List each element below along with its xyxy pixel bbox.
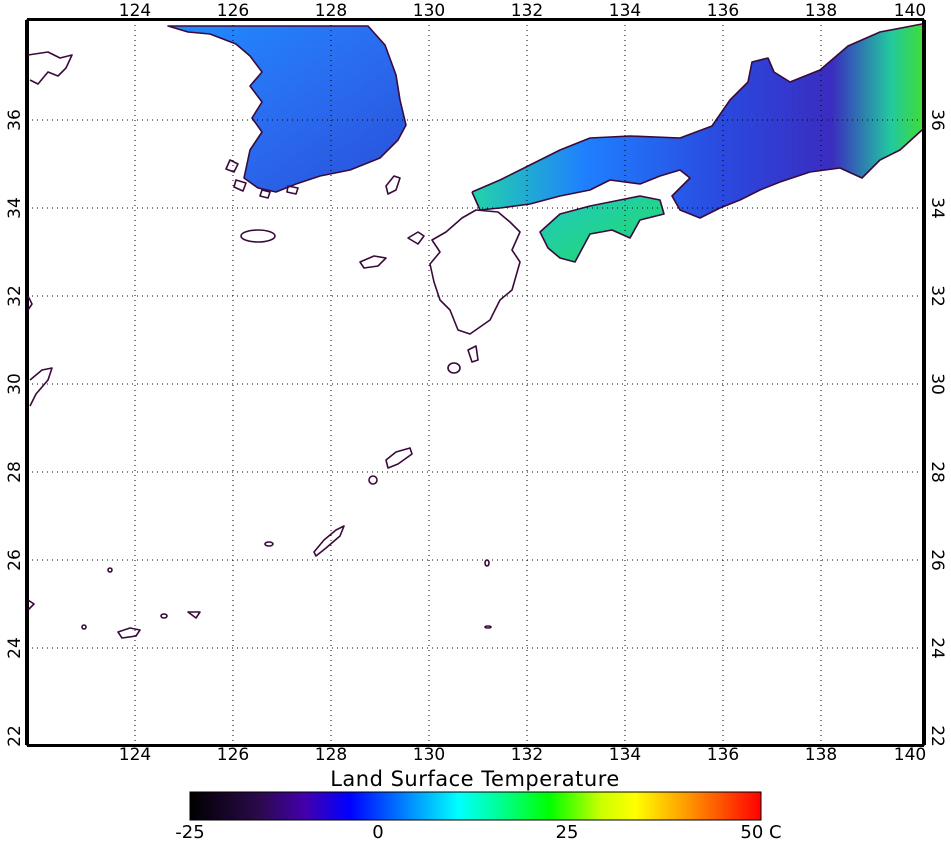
- lat-tick-right: 36: [927, 109, 947, 131]
- lon-tick-top: 132: [511, 1, 543, 21]
- honshu-coastline: [471, 23, 923, 219]
- lon-tick-top: 124: [119, 1, 151, 21]
- west-coast-fragments: [27, 295, 53, 611]
- lon-tick-bottom: 130: [413, 745, 445, 765]
- korea-data-fill: [168, 26, 406, 192]
- lon-tick-top: 130: [413, 1, 445, 21]
- lon-tick-bottom: 132: [511, 745, 543, 765]
- map-title: Land Surface Temperature: [330, 767, 620, 791]
- lat-tick-left: 34: [5, 197, 25, 219]
- colorbar-tick-label: 0: [372, 822, 383, 843]
- korea-islands: [225, 159, 401, 243]
- yaeyama-islands: [81, 567, 201, 639]
- lon-tick-bottom: 138: [805, 745, 837, 765]
- honshu-data-fill: [472, 24, 922, 218]
- colorbar-tick-label: 50 C: [740, 822, 781, 843]
- lat-ticks-left: 22 24 26 28 30 32 34 36: [5, 109, 25, 747]
- kyushu-coastline: [429, 209, 521, 335]
- lon-tick-bottom: 136: [707, 745, 739, 765]
- lat-tick-right: 26: [927, 549, 947, 571]
- lon-tick-top: 138: [805, 1, 837, 21]
- ryukyu-islands: [264, 447, 492, 629]
- colorbar-ticks: -25 0 25 50 C: [175, 822, 781, 843]
- lat-tick-right: 30: [927, 373, 947, 395]
- lon-tick-top: 128: [315, 1, 347, 21]
- lat-tick-right: 34: [927, 197, 947, 219]
- lat-tick-left: 30: [5, 373, 25, 395]
- lat-tick-left: 36: [5, 109, 25, 131]
- graticule: [27, 20, 924, 745]
- korea-coastline: [167, 25, 407, 193]
- shikoku-coastline: [539, 195, 665, 263]
- china-coastline-north: [27, 51, 73, 85]
- lon-tick-top: 140: [894, 1, 926, 21]
- lon-tick-bottom: 140: [894, 745, 926, 765]
- lon-tick-bottom: 134: [609, 745, 641, 765]
- lat-tick-right: 28: [927, 461, 947, 483]
- lat-tick-right: 24: [927, 637, 947, 659]
- lat-tick-right: 22: [927, 725, 947, 747]
- lon-tick-bottom: 126: [217, 745, 249, 765]
- lon-tick-bottom: 124: [119, 745, 151, 765]
- kyushu-islands: [359, 231, 479, 374]
- lat-tick-right: 32: [927, 285, 947, 307]
- shikoku-data-fill: [540, 196, 664, 262]
- lon-tick-bottom: 128: [315, 745, 347, 765]
- lat-tick-left: 32: [5, 285, 25, 307]
- lat-tick-left: 26: [5, 549, 25, 571]
- colorbar: [189, 791, 762, 821]
- lon-tick-top: 134: [609, 1, 641, 21]
- lat-ticks-right: 22 24 26 28 30 32 34 36: [927, 109, 947, 747]
- frame-border-bars: [25, 18, 926, 747]
- lon-tick-top: 136: [707, 1, 739, 21]
- lat-tick-left: 24: [5, 637, 25, 659]
- lat-tick-left: 22: [5, 725, 25, 747]
- lat-tick-left: 28: [5, 461, 25, 483]
- lon-ticks-top: 124 126 128 130 132 134 136 138 140: [119, 1, 926, 21]
- colorbar-tick-label: -25: [175, 822, 204, 843]
- colorbar-tick-label: 25: [556, 822, 579, 843]
- lon-tick-top: 126: [217, 1, 249, 21]
- lon-ticks-bottom: 124 126 128 130 132 134 136 138 140: [119, 745, 926, 765]
